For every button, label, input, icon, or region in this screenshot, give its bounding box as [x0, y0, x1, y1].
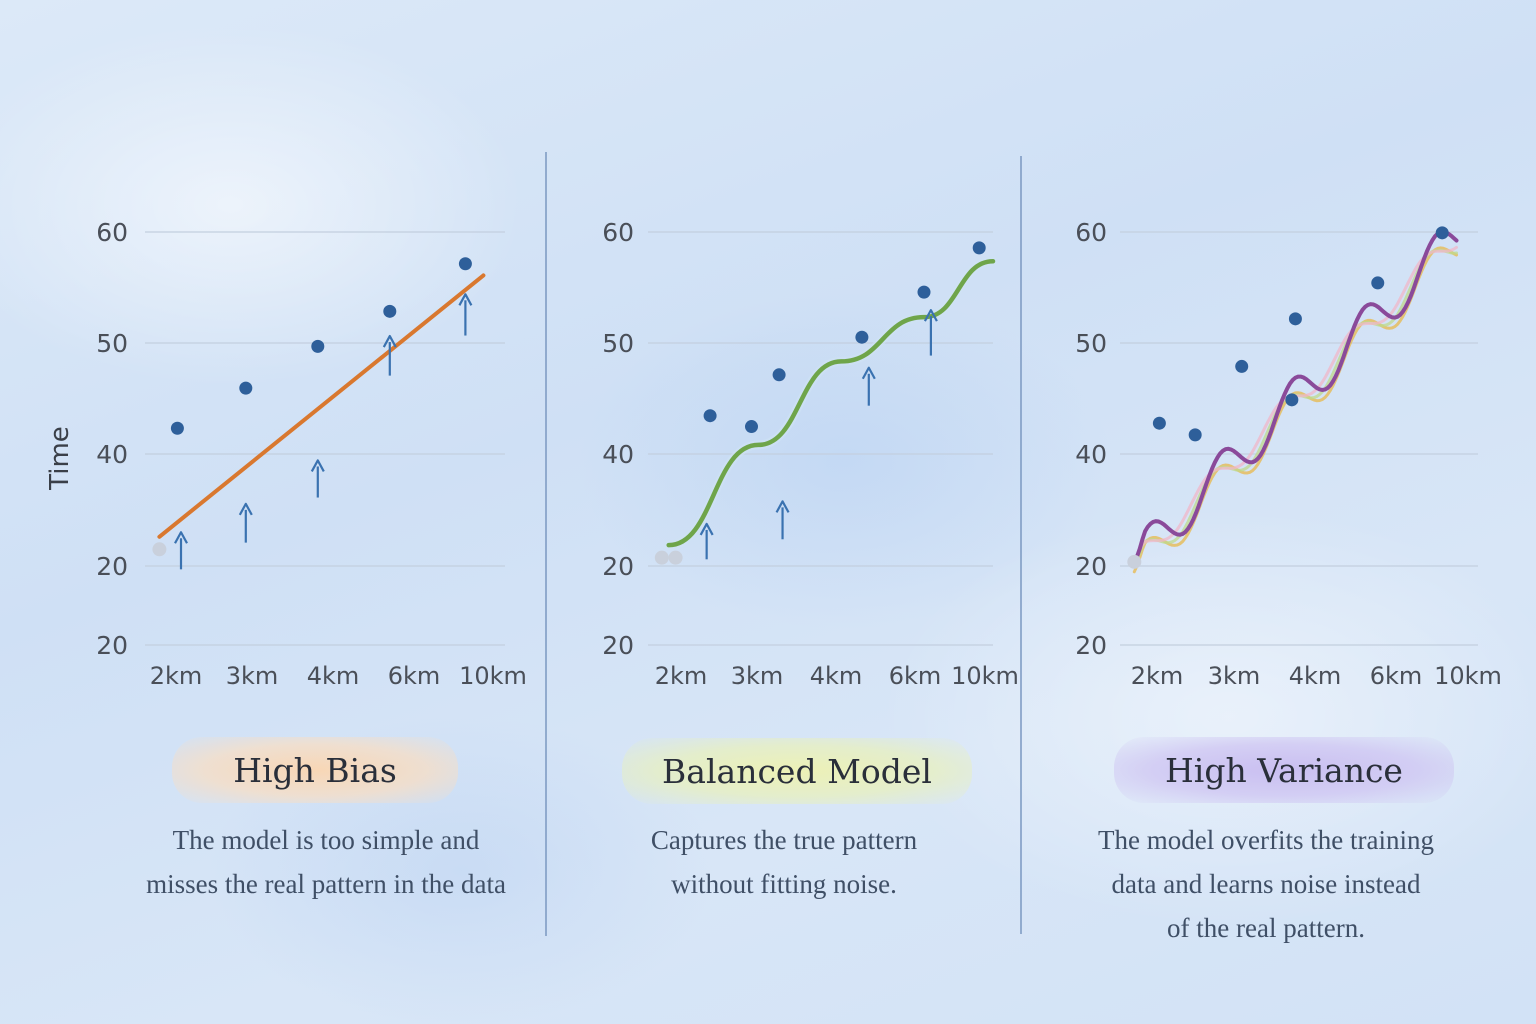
x-tick-label: 6km: [388, 662, 441, 690]
y-tick-label: 20: [602, 631, 634, 660]
balanced-model-title: Balanced Model: [622, 738, 972, 804]
caption-line: misses the real pattern in the data: [146, 869, 506, 899]
arrow-head: [923, 309, 938, 322]
arrow-head: [861, 366, 876, 380]
data-point: [855, 330, 869, 344]
high-variance-title: High Variance: [1114, 737, 1454, 803]
up-arrow-icon: [382, 334, 397, 376]
model-fit-line: [666, 258, 996, 548]
data-point: [1235, 359, 1249, 373]
caption-line: of the real pattern.: [1167, 913, 1365, 943]
x-tick-label: 3km: [731, 662, 784, 690]
data-point: [152, 542, 167, 557]
x-tick-label: 6km: [1370, 662, 1423, 690]
x-tick-label: 2km: [1131, 662, 1184, 690]
data-point: [654, 550, 669, 565]
data-point: [703, 409, 717, 423]
high-bias-title: High Bias: [172, 737, 458, 803]
up-arrow-icon: [861, 366, 876, 406]
data-point: [170, 421, 184, 435]
x-tick-label: 3km: [1208, 662, 1261, 690]
data-point: [668, 550, 683, 565]
balanced-model-chart: 60 50 40 20 20 2km 3km 4km 6km 10km: [602, 218, 1019, 690]
arrow-head: [699, 522, 714, 536]
data-point: [972, 241, 986, 255]
data-point: [1127, 554, 1142, 569]
y-tick-label: 20: [96, 631, 128, 660]
up-arrow-icon: [174, 531, 188, 570]
model-fit-line: [1132, 229, 1459, 564]
y-tick-label: 20: [602, 552, 634, 581]
y-tick-label: 60: [602, 218, 634, 247]
up-arrow-icon: [310, 459, 325, 498]
caption-line: data and learns noise instead: [1111, 869, 1421, 899]
x-tick-label: 10km: [951, 662, 1019, 690]
data-point: [1188, 428, 1202, 442]
data-point: [1371, 276, 1385, 290]
x-tick-label: 4km: [1289, 662, 1342, 690]
y-axis-label: Time: [45, 426, 75, 491]
caption-line: The model is too simple and: [172, 825, 480, 855]
high-variance-chart: 60 50 40 20 20 2km 3km 4km 6km 10km: [1075, 218, 1502, 690]
model-fit-halo: [664, 256, 998, 550]
data-point: [239, 381, 253, 395]
x-tick-label: 2km: [150, 662, 203, 690]
x-tick-label: 2km: [655, 662, 708, 690]
data-point: [917, 285, 931, 299]
high-variance-caption: The model overfits the training data and…: [1040, 818, 1492, 950]
up-arrow-icon: [458, 293, 473, 336]
y-tick-label: 40: [96, 440, 128, 469]
arrow-head: [775, 500, 790, 513]
y-tick-label: 20: [1075, 552, 1107, 581]
high-bias-chart: 60 50 40 20 20 2km 3km 4km 6km 10km: [96, 218, 527, 690]
x-tick-label: 10km: [459, 662, 527, 690]
y-tick-label: 50: [1075, 329, 1107, 358]
data-point: [772, 368, 786, 382]
up-arrow-icon: [699, 522, 714, 560]
x-tick-label: 3km: [226, 662, 279, 690]
arrow-head: [238, 502, 253, 516]
data-point: [1152, 416, 1166, 430]
y-tick-label: 20: [96, 552, 128, 581]
data-point: [383, 304, 397, 318]
y-tick-label: 50: [602, 329, 634, 358]
x-tick-label: 4km: [307, 662, 360, 690]
up-arrow-icon: [775, 500, 790, 540]
data-point: [458, 257, 472, 271]
high-bias-caption: The model is too simple and misses the r…: [100, 818, 552, 906]
y-tick-label: 50: [96, 329, 128, 358]
arrow-head: [382, 334, 397, 348]
divider-left: [545, 152, 547, 936]
y-tick-label: 20: [1075, 631, 1107, 660]
x-tick-label: 4km: [810, 662, 863, 690]
divider-right: [1020, 156, 1022, 934]
model-fit-line: [157, 273, 486, 539]
data-point: [1285, 393, 1299, 407]
caption-line: without fitting noise.: [671, 869, 897, 899]
x-tick-label: 10km: [1434, 662, 1502, 690]
data-point: [311, 339, 325, 353]
caption-line: The model overfits the training: [1098, 825, 1434, 855]
data-point: [1435, 226, 1449, 240]
y-tick-label: 60: [96, 218, 128, 247]
arrow-head: [458, 293, 473, 306]
y-tick-label: 40: [1075, 440, 1107, 469]
y-tick-label: 40: [602, 440, 634, 469]
up-arrow-icon: [923, 309, 938, 356]
alternate-fit-line: [1132, 246, 1458, 574]
caption-line: Captures the true pattern: [650, 825, 918, 855]
balanced-model-caption: Captures the true pattern without fittin…: [570, 818, 998, 906]
data-point: [745, 420, 758, 434]
arrow-head: [310, 459, 325, 472]
y-tick-label: 60: [1075, 218, 1107, 247]
x-tick-label: 6km: [889, 662, 942, 690]
arrow-head: [174, 531, 188, 544]
up-arrow-icon: [238, 502, 253, 543]
data-point: [1288, 312, 1302, 326]
